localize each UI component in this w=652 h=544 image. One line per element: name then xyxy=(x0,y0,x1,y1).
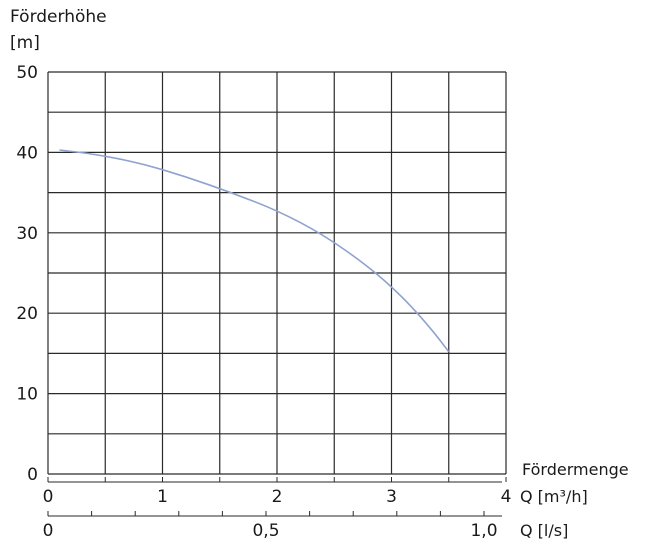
x-axis-title: Fördermenge xyxy=(522,460,629,479)
y-axis-title: Förderhöhe xyxy=(10,7,107,27)
y-axis-unit: [m] xyxy=(10,33,40,53)
y-tick-label: 50 xyxy=(16,63,38,83)
x-tick-label-m3h: 4 xyxy=(501,487,512,507)
y-tick-label: 30 xyxy=(16,224,38,244)
x-tick-label-m3h: 2 xyxy=(272,487,283,507)
x-axis-label-m3h: Q [m³/h] xyxy=(520,487,588,506)
y-tick-label: 20 xyxy=(16,304,38,324)
x-tick-label-m3h: 0 xyxy=(43,487,54,507)
x-axis-label-ls: Q [l/s] xyxy=(520,521,568,540)
x-tick-label-ls: 0,5 xyxy=(252,521,279,541)
y-tick-label: 0 xyxy=(27,465,38,485)
x-tick-label-ls: 1,0 xyxy=(470,521,497,541)
curve-layer xyxy=(59,149,450,353)
y-tick-label: 10 xyxy=(16,385,38,405)
performance-curve xyxy=(59,149,450,353)
x-tick-label-m3h: 3 xyxy=(386,487,397,507)
y-tick-label: 40 xyxy=(16,143,38,163)
grid xyxy=(47,71,507,517)
x-tick-label-ls: 0 xyxy=(43,521,54,541)
x-tick-label-m3h: 1 xyxy=(157,487,168,507)
